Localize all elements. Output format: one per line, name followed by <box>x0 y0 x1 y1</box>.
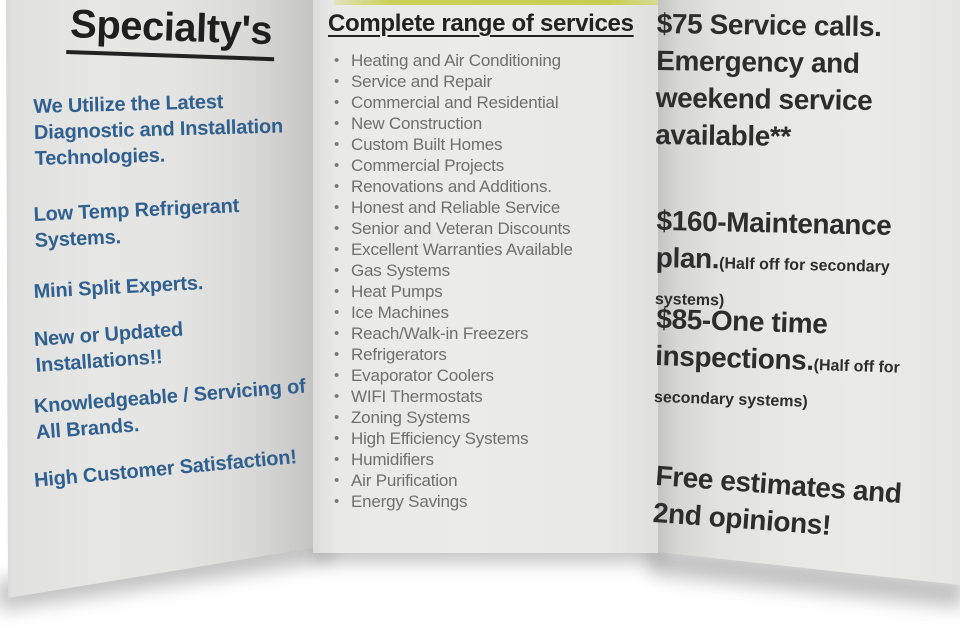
service-item: Senior and Veteran Discounts <box>332 218 652 239</box>
service-item: Custom Built Homes <box>332 134 652 155</box>
specialty-item-installations: New or Updated Installations!! <box>33 317 186 379</box>
service-item: Renovations and Additions. <box>332 176 652 197</box>
service-item: Zoning Systems <box>332 407 652 428</box>
service-item: Reach/Walk-in Freezers <box>332 323 652 344</box>
service-item: Ice Machines <box>332 302 652 323</box>
accent-strip <box>334 0 658 5</box>
specialty-item-low-temp: Low Temp Refrigerant Systems. <box>33 193 241 254</box>
offer-service-calls: $75 Service calls. Emergency and weekend… <box>654 7 882 152</box>
offer-inspection-main: $85-One time inspections. <box>654 302 828 376</box>
service-item: New Construction <box>332 113 652 134</box>
services-title: Complete range of services <box>328 10 634 37</box>
service-item: Gas Systems <box>332 260 652 281</box>
service-item: Heating and Air Conditioning <box>332 50 652 71</box>
service-item: Excellent Warranties Available <box>332 239 652 260</box>
service-item: Commercial Projects <box>332 155 652 176</box>
offer-one-time-inspections: $85-One time inspections.(Half off for s… <box>654 301 957 421</box>
specialty-title: Specialty's <box>66 2 276 62</box>
service-item: Service and Repair <box>332 71 652 92</box>
service-item: WIFI Thermostats <box>332 386 652 407</box>
service-item: Refrigerators <box>332 344 652 365</box>
services-list: Heating and Air Conditioning Service and… <box>332 50 652 512</box>
service-item: Evaporator Coolers <box>332 365 652 386</box>
service-item: Heat Pumps <box>332 281 652 302</box>
service-item: Humidifiers <box>332 449 652 470</box>
service-item: High Efficiency Systems <box>332 428 652 449</box>
service-item: Commercial and Residential <box>332 92 652 113</box>
specialty-item-technologies: We Utilize the Latest Diagnostic and Ins… <box>33 87 284 171</box>
right-panel <box>658 0 960 585</box>
service-item: Air Purification <box>332 470 652 491</box>
left-panel <box>6 0 313 598</box>
service-item: Energy Savings <box>332 491 652 512</box>
service-item: Honest and Reliable Service <box>332 197 652 218</box>
